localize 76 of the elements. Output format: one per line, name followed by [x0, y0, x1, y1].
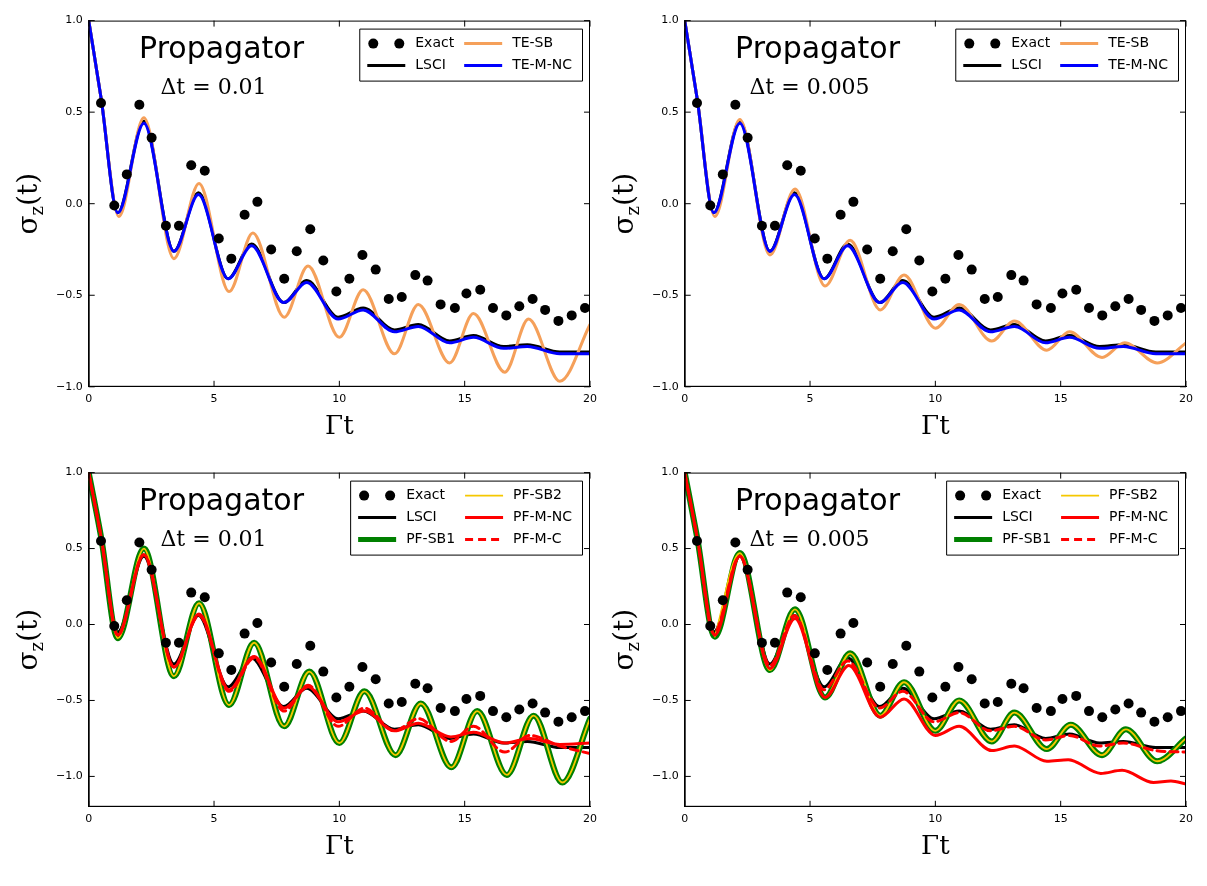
legend-label: TE-M-NC — [1107, 56, 1169, 73]
chart-title: Propagator — [735, 30, 901, 66]
x-tick-label: 5 — [806, 392, 814, 406]
x-tick-label: 0 — [681, 392, 689, 406]
y-tick-label: −0.5 — [55, 693, 83, 707]
legend-label: Exact — [1002, 486, 1042, 503]
y-tick-label: 0.5 — [65, 541, 83, 555]
text: Δt = 0.005 — [749, 526, 870, 552]
y-axis-title: σz(t) — [11, 608, 48, 671]
x-tick-label: 20 — [583, 812, 597, 826]
text: Δt = 0.01 — [160, 526, 267, 552]
legend-label: PF-M-NC — [1109, 508, 1169, 525]
x-tick-label: 10 — [928, 812, 943, 826]
y-tick-label: −1.0 — [651, 769, 679, 783]
legend-label: PF-SB2 — [513, 486, 563, 503]
legend-label: LSCI — [406, 508, 437, 525]
x-tick-label: 5 — [210, 812, 218, 826]
y-tick-label: −0.5 — [55, 288, 83, 302]
x-tick-label: 10 — [332, 812, 347, 826]
x-axis-title: Γt — [325, 829, 355, 860]
legend-label: PF-M-C — [513, 530, 562, 547]
x-tick-label: 20 — [583, 392, 597, 406]
x-tick-label: 20 — [1179, 812, 1193, 826]
legend-label: Exact — [1011, 34, 1051, 51]
legend-label: LSCI — [415, 56, 446, 73]
legend-label: LSCI — [1011, 56, 1042, 73]
legend-label: LSCI — [1002, 508, 1033, 525]
y-tick-label: 0.5 — [661, 541, 679, 555]
x-axis-title: Γt — [325, 409, 355, 440]
y-tick-label: 0.0 — [661, 617, 679, 631]
legend-label: Exact — [415, 34, 455, 51]
y-tick-label: 1.0 — [65, 13, 83, 27]
y-tick-label: −0.5 — [651, 288, 679, 302]
legend-label: PF-SB2 — [1109, 486, 1159, 503]
chart-title: Propagator — [139, 482, 305, 518]
x-tick-label: 20 — [1179, 392, 1193, 406]
text: Δt = 0.01 — [160, 74, 267, 100]
legend-label: TE-SB — [1107, 34, 1150, 51]
legend-label: Exact — [406, 486, 446, 503]
y-tick-label: 1.0 — [65, 465, 83, 479]
legend-label: PF-SB1 — [406, 530, 456, 547]
y-tick-label: 0.5 — [65, 105, 83, 119]
legend-label: TE-SB — [511, 34, 554, 51]
x-tick-label: 0 — [681, 812, 689, 826]
y-tick-label: 0.0 — [65, 196, 83, 210]
chart-title: Propagator — [735, 482, 901, 518]
y-tick-label: −1.0 — [55, 769, 83, 783]
y-tick-label: −1.0 — [55, 379, 83, 393]
y-tick-label: 1.0 — [661, 465, 679, 479]
legend-label: PF-SB1 — [1002, 530, 1052, 547]
y-tick-label: −1.0 — [651, 379, 679, 393]
x-tick-label: 15 — [457, 392, 472, 406]
x-tick-label: 15 — [1053, 392, 1068, 406]
x-tick-label: 15 — [457, 812, 472, 826]
x-tick-label: 10 — [332, 392, 347, 406]
x-axis-title: Γt — [921, 409, 951, 440]
chart-title: Propagator — [139, 30, 305, 66]
x-tick-label: 5 — [806, 812, 814, 826]
y-axis-title: σz(t) — [607, 608, 644, 671]
legend-label: PF-M-C — [1109, 530, 1158, 547]
legend-label: PF-M-NC — [513, 508, 573, 525]
y-tick-label: 0.5 — [661, 105, 679, 119]
x-tick-label: 5 — [210, 392, 218, 406]
legend-label: TE-M-NC — [511, 56, 573, 73]
y-tick-label: 0.0 — [65, 617, 83, 631]
y-axis-title: σz(t) — [11, 172, 48, 235]
y-tick-label: −0.5 — [651, 693, 679, 707]
x-tick-label: 0 — [85, 392, 93, 406]
x-tick-label: 15 — [1053, 812, 1068, 826]
x-tick-label: 0 — [85, 812, 93, 826]
y-tick-label: 0.0 — [661, 196, 679, 210]
y-tick-label: 1.0 — [661, 13, 679, 27]
text: Δt = 0.005 — [749, 74, 870, 100]
x-axis-title: Γt — [921, 829, 951, 860]
x-tick-label: 10 — [928, 392, 943, 406]
y-axis-title: σz(t) — [607, 172, 644, 235]
